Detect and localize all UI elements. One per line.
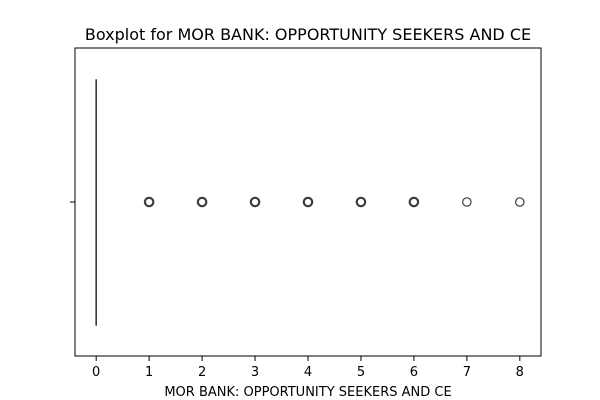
x-tick-label: 0 [92, 365, 100, 380]
x-tick-label: 8 [516, 365, 524, 380]
outlier-point [408, 196, 420, 208]
outlier-point [196, 196, 208, 208]
x-tick-label: 2 [198, 365, 206, 380]
x-axis-label: MOR BANK: OPPORTUNITY SEEKERS AND CE [164, 385, 451, 400]
x-tick-label: 7 [463, 365, 471, 380]
x-tick-label: 5 [357, 365, 365, 380]
outlier-point [355, 196, 367, 208]
outlier-layer [143, 196, 525, 208]
chart-title: Boxplot for MOR BANK: OPPORTUNITY SEEKER… [85, 25, 531, 44]
outlier-point [515, 197, 525, 207]
x-axis-ticks: 0 1 2 3 4 5 6 7 8 [92, 356, 524, 380]
x-tick-label: 3 [251, 365, 259, 380]
outlier-point [143, 196, 155, 208]
outlier-point [462, 197, 472, 207]
x-tick-label: 1 [145, 365, 153, 380]
outlier-point [249, 196, 261, 208]
outlier-point [302, 196, 314, 208]
x-tick-label: 6 [410, 365, 418, 380]
x-tick-label: 4 [304, 365, 312, 380]
